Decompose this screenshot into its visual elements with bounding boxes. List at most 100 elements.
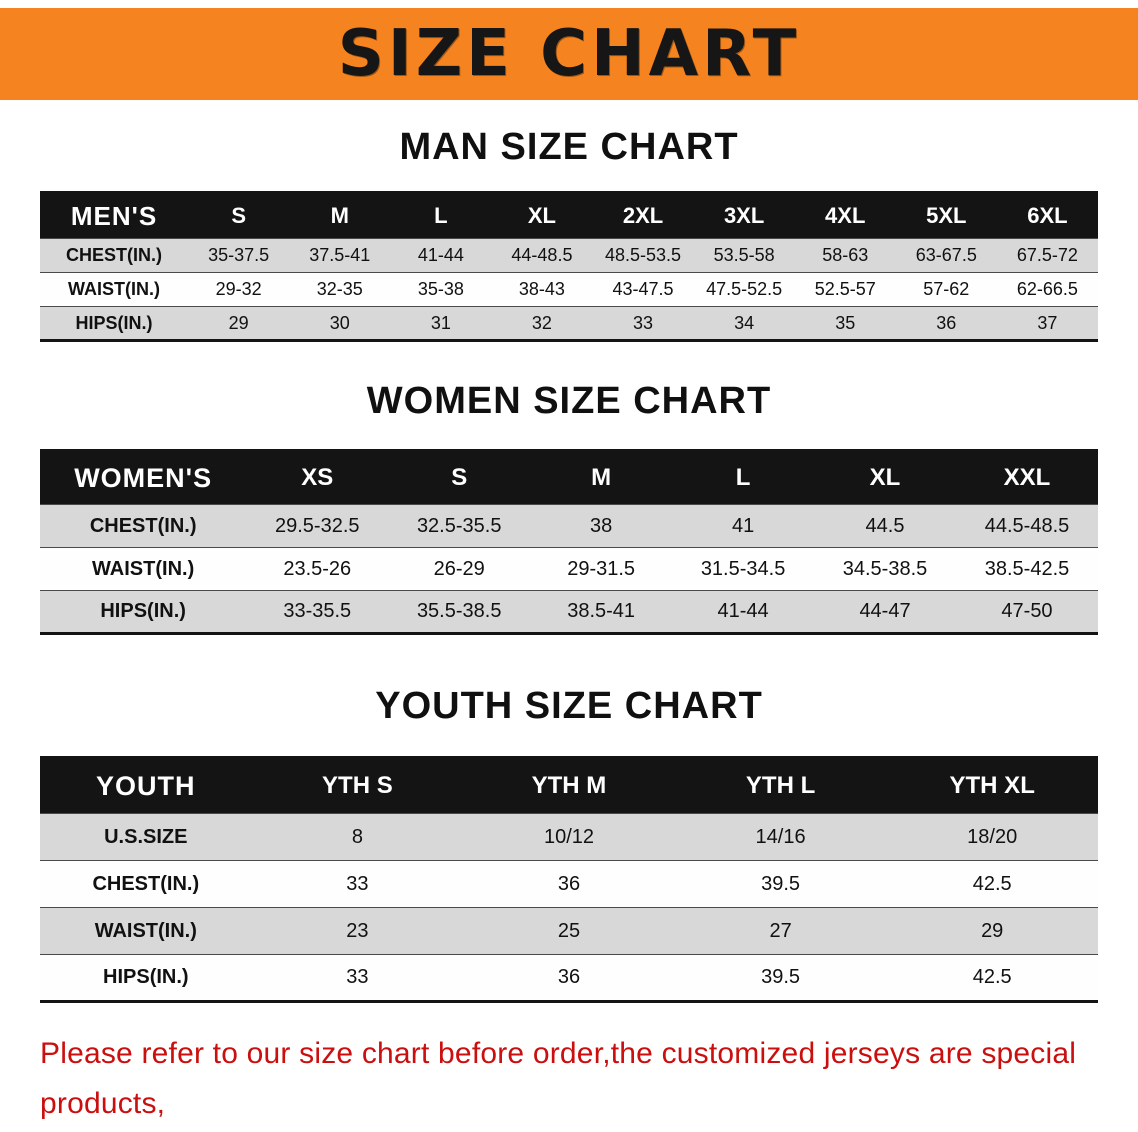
notice-line-1: Please refer to our size chart before or… xyxy=(40,1037,1077,1120)
row-label: CHEST(IN.) xyxy=(40,238,189,273)
notice-line-2: we don't accept cancel, change, teturn o… xyxy=(40,1129,1098,1132)
women-size-section: WOMEN SIZE CHART WOMEN'S XS S M L XL XXL… xyxy=(0,380,1138,635)
value-cell: 33-35.5 xyxy=(246,590,389,634)
men-size-table: MEN'S S M L XL 2XL 3XL 4XL 5XL 6XL CHEST… xyxy=(40,191,1098,342)
men-table-label: MEN'S xyxy=(40,192,189,239)
value-cell: 48.5-53.5 xyxy=(592,238,694,273)
value-cell: 26-29 xyxy=(388,547,531,591)
row-label: WAIST(IN.) xyxy=(40,907,252,955)
men-size-col: 4XL xyxy=(794,192,896,239)
value-cell: 23 xyxy=(251,907,464,955)
youth-size-col: YTH L xyxy=(674,757,887,814)
value-cell: 53.5-58 xyxy=(693,238,795,273)
men-size-col: 2XL xyxy=(592,192,694,239)
value-cell: 36 xyxy=(463,860,675,908)
value-cell: 34.5-38.5 xyxy=(814,547,956,591)
youth-ussize-row: U.S.SIZE 8 10/12 14/16 18/20 xyxy=(40,813,1098,861)
value-cell: 35.5-38.5 xyxy=(388,590,531,634)
value-cell: 32 xyxy=(491,306,593,341)
men-chest-row: CHEST(IN.) 35-37.5 37.5-41 41-44 44-48.5… xyxy=(40,238,1098,273)
youth-size-col: YTH S xyxy=(251,757,464,814)
women-size-col: M xyxy=(530,450,673,505)
women-chest-row: CHEST(IN.) 29.5-32.5 32.5-35.5 38 41 44.… xyxy=(40,504,1098,548)
women-size-table: WOMEN'S XS S M L XL XXL CHEST(IN.) 29.5-… xyxy=(40,449,1098,635)
value-cell: 36 xyxy=(895,306,997,341)
value-cell: 67.5-72 xyxy=(996,238,1098,273)
value-cell: 32.5-35.5 xyxy=(388,504,531,548)
youth-header-row: YOUTH YTH S YTH M YTH L YTH XL xyxy=(40,757,1098,814)
row-label: WAIST(IN.) xyxy=(40,272,189,307)
value-cell: 42.5 xyxy=(886,860,1098,908)
row-label: HIPS(IN.) xyxy=(40,590,247,634)
women-size-col: XS xyxy=(246,450,389,505)
value-cell: 42.5 xyxy=(886,954,1098,1002)
youth-size-col: YTH M xyxy=(463,757,675,814)
men-size-col: 6XL xyxy=(996,192,1098,239)
women-table-label: WOMEN'S xyxy=(40,450,247,505)
value-cell: 30 xyxy=(289,306,391,341)
women-size-col: S xyxy=(388,450,531,505)
value-cell: 39.5 xyxy=(674,954,887,1002)
value-cell: 33 xyxy=(251,954,464,1002)
men-size-col: 5XL xyxy=(895,192,997,239)
value-cell: 29 xyxy=(886,907,1098,955)
men-size-section: MAN SIZE CHART MEN'S S M L XL 2XL 3XL 4X… xyxy=(0,126,1138,342)
youth-table-label: YOUTH xyxy=(40,757,252,814)
women-size-col: L xyxy=(672,450,815,505)
value-cell: 38.5-42.5 xyxy=(955,547,1098,591)
youth-size-col: YTH XL xyxy=(886,757,1098,814)
value-cell: 44-48.5 xyxy=(491,238,593,273)
men-size-col: XL xyxy=(491,192,593,239)
value-cell: 44-47 xyxy=(814,590,956,634)
value-cell: 8 xyxy=(251,813,464,861)
value-cell: 27 xyxy=(674,907,887,955)
value-cell: 38 xyxy=(530,504,673,548)
value-cell: 41 xyxy=(672,504,815,548)
value-cell: 58-63 xyxy=(794,238,896,273)
value-cell: 47-50 xyxy=(955,590,1098,634)
women-size-col: XL xyxy=(814,450,956,505)
men-size-col: L xyxy=(390,192,492,239)
men-size-col: S xyxy=(188,192,290,239)
value-cell: 32-35 xyxy=(289,272,391,307)
youth-section-title: YOUTH SIZE CHART xyxy=(375,685,763,727)
value-cell: 29-31.5 xyxy=(530,547,673,591)
value-cell: 31 xyxy=(390,306,492,341)
value-cell: 38-43 xyxy=(491,272,593,307)
youth-size-section: YOUTH SIZE CHART YOUTH YTH S YTH M YTH L… xyxy=(0,685,1138,1003)
value-cell: 35-38 xyxy=(390,272,492,307)
value-cell: 35 xyxy=(794,306,896,341)
value-cell: 14/16 xyxy=(674,813,887,861)
value-cell: 44.5 xyxy=(814,504,956,548)
value-cell: 37.5-41 xyxy=(289,238,391,273)
row-label: U.S.SIZE xyxy=(40,813,252,861)
value-cell: 52.5-57 xyxy=(794,272,896,307)
youth-chest-row: CHEST(IN.) 33 36 39.5 42.5 xyxy=(40,860,1098,908)
footer-notice: Please refer to our size chart before or… xyxy=(40,1029,1098,1132)
women-section-title: WOMEN SIZE CHART xyxy=(366,380,772,422)
value-cell: 39.5 xyxy=(674,860,887,908)
youth-size-table: YOUTH YTH S YTH M YTH L YTH XL U.S.SIZE … xyxy=(40,756,1098,1003)
value-cell: 44.5-48.5 xyxy=(955,504,1098,548)
value-cell: 10/12 xyxy=(463,813,675,861)
men-size-col: 3XL xyxy=(693,192,795,239)
value-cell: 36 xyxy=(463,954,675,1002)
women-header-row: WOMEN'S XS S M L XL XXL xyxy=(40,450,1098,505)
women-waist-row: WAIST(IN.) 23.5-26 26-29 29-31.5 31.5-34… xyxy=(40,547,1098,591)
value-cell: 47.5-52.5 xyxy=(693,272,795,307)
value-cell: 29-32 xyxy=(188,272,290,307)
page-title: SIZE CHART xyxy=(337,17,801,91)
value-cell: 43-47.5 xyxy=(592,272,694,307)
value-cell: 29.5-32.5 xyxy=(246,504,389,548)
row-label: HIPS(IN.) xyxy=(40,306,189,341)
value-cell: 29 xyxy=(188,306,290,341)
value-cell: 62-66.5 xyxy=(996,272,1098,307)
value-cell: 18/20 xyxy=(886,813,1098,861)
value-cell: 23.5-26 xyxy=(246,547,389,591)
men-waist-row: WAIST(IN.) 29-32 32-35 35-38 38-43 43-47… xyxy=(40,272,1098,307)
row-label: HIPS(IN.) xyxy=(40,954,252,1002)
value-cell: 31.5-34.5 xyxy=(672,547,815,591)
value-cell: 34 xyxy=(693,306,795,341)
row-label: CHEST(IN.) xyxy=(40,860,252,908)
